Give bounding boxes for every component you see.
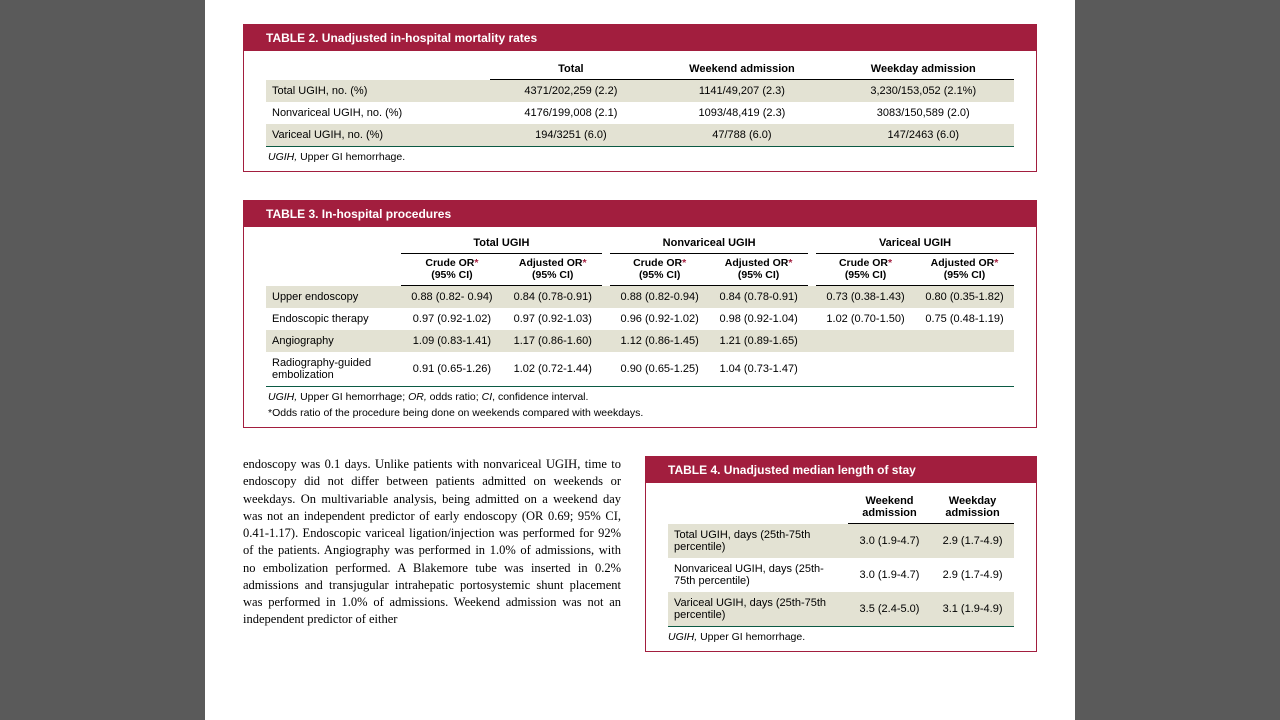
table-3: Total UGIH Nonvariceal UGIH Variceal UGI… — [266, 233, 1014, 387]
t3-sub: Crude OR*(95% CI) — [610, 254, 709, 286]
t2-h0 — [266, 57, 490, 80]
paper-page: TABLE 2. Unadjusted in-hospital mortalit… — [205, 0, 1075, 720]
table-4-title: TABLE 4. Unadjusted median length of sta… — [646, 457, 1036, 483]
t3-sub: Adjusted OR*(95% CI) — [915, 254, 1014, 286]
t3-sub: Adjusted OR*(95% CI) — [503, 254, 602, 286]
t2-h2: Weekend admission — [651, 57, 832, 80]
table-4: Weekend admission Weekday admission Tota… — [668, 489, 1014, 627]
table-4-wrap: TABLE 4. Unadjusted median length of sta… — [645, 456, 1037, 652]
table-2-wrap: TABLE 2. Unadjusted in-hospital mortalit… — [243, 24, 1037, 172]
table-2-footnote: UGIH, Upper GI hemorrhage. — [266, 147, 1014, 163]
table-4-footnote: UGIH, Upper GI hemorrhage. — [668, 627, 1014, 643]
t2-h3: Weekday admission — [832, 57, 1014, 80]
table-row: Radiography-guided embolization 0.91 (0.… — [266, 352, 1014, 387]
table-3-wrap: TABLE 3. In-hospital procedures Total UG… — [243, 200, 1037, 428]
table-3-footnote-2: *Odds ratio of the procedure being done … — [266, 403, 1014, 419]
body-text: endoscopy was 0.1 days. Unlike patients … — [243, 456, 621, 652]
bottom-columns: endoscopy was 0.1 days. Unlike patients … — [243, 456, 1037, 652]
table-2-body: Total Weekend admission Weekday admissio… — [244, 51, 1036, 171]
table-row: Nonvariceal UGIH, days (25th-75th percen… — [668, 558, 1014, 592]
t3-sub: Adjusted OR*(95% CI) — [709, 254, 808, 286]
t3-sub: Crude OR*(95% CI) — [401, 254, 504, 286]
table-row: Total UGIH, days (25th-75th percentile)3… — [668, 524, 1014, 558]
table-row: Angiography 1.09 (0.83-1.41)1.17 (0.86-1… — [266, 330, 1014, 352]
table-2: Total Weekend admission Weekday admissio… — [266, 57, 1014, 147]
table-row: Total UGIH, no. (%) 4371/202,259 (2.2) 1… — [266, 80, 1014, 103]
table-row: Endoscopic therapy 0.97 (0.92-1.02)0.97 … — [266, 308, 1014, 330]
table-2-title: TABLE 2. Unadjusted in-hospital mortalit… — [244, 25, 1036, 51]
table-3-title: TABLE 3. In-hospital procedures — [244, 201, 1036, 227]
t3-sub: Crude OR*(95% CI) — [816, 254, 915, 286]
table-3-body: Total UGIH Nonvariceal UGIH Variceal UGI… — [244, 227, 1036, 427]
table-row: Variceal UGIH, days (25th-75th percentil… — [668, 592, 1014, 627]
table-4-body: Weekend admission Weekday admission Tota… — [646, 483, 1036, 651]
table-row: Variceal UGIH, no. (%) 194/3251 (6.0) 47… — [266, 124, 1014, 147]
table-row: Nonvariceal UGIH, no. (%) 4176/199,008 (… — [266, 102, 1014, 124]
table-3-footnote-1: UGIH, Upper GI hemorrhage; OR, odds rati… — [266, 387, 1014, 403]
table-4-column: TABLE 4. Unadjusted median length of sta… — [645, 456, 1037, 652]
t2-h1: Total — [490, 57, 651, 80]
table-row: Upper endoscopy 0.88 (0.82- 0.94)0.84 (0… — [266, 286, 1014, 309]
